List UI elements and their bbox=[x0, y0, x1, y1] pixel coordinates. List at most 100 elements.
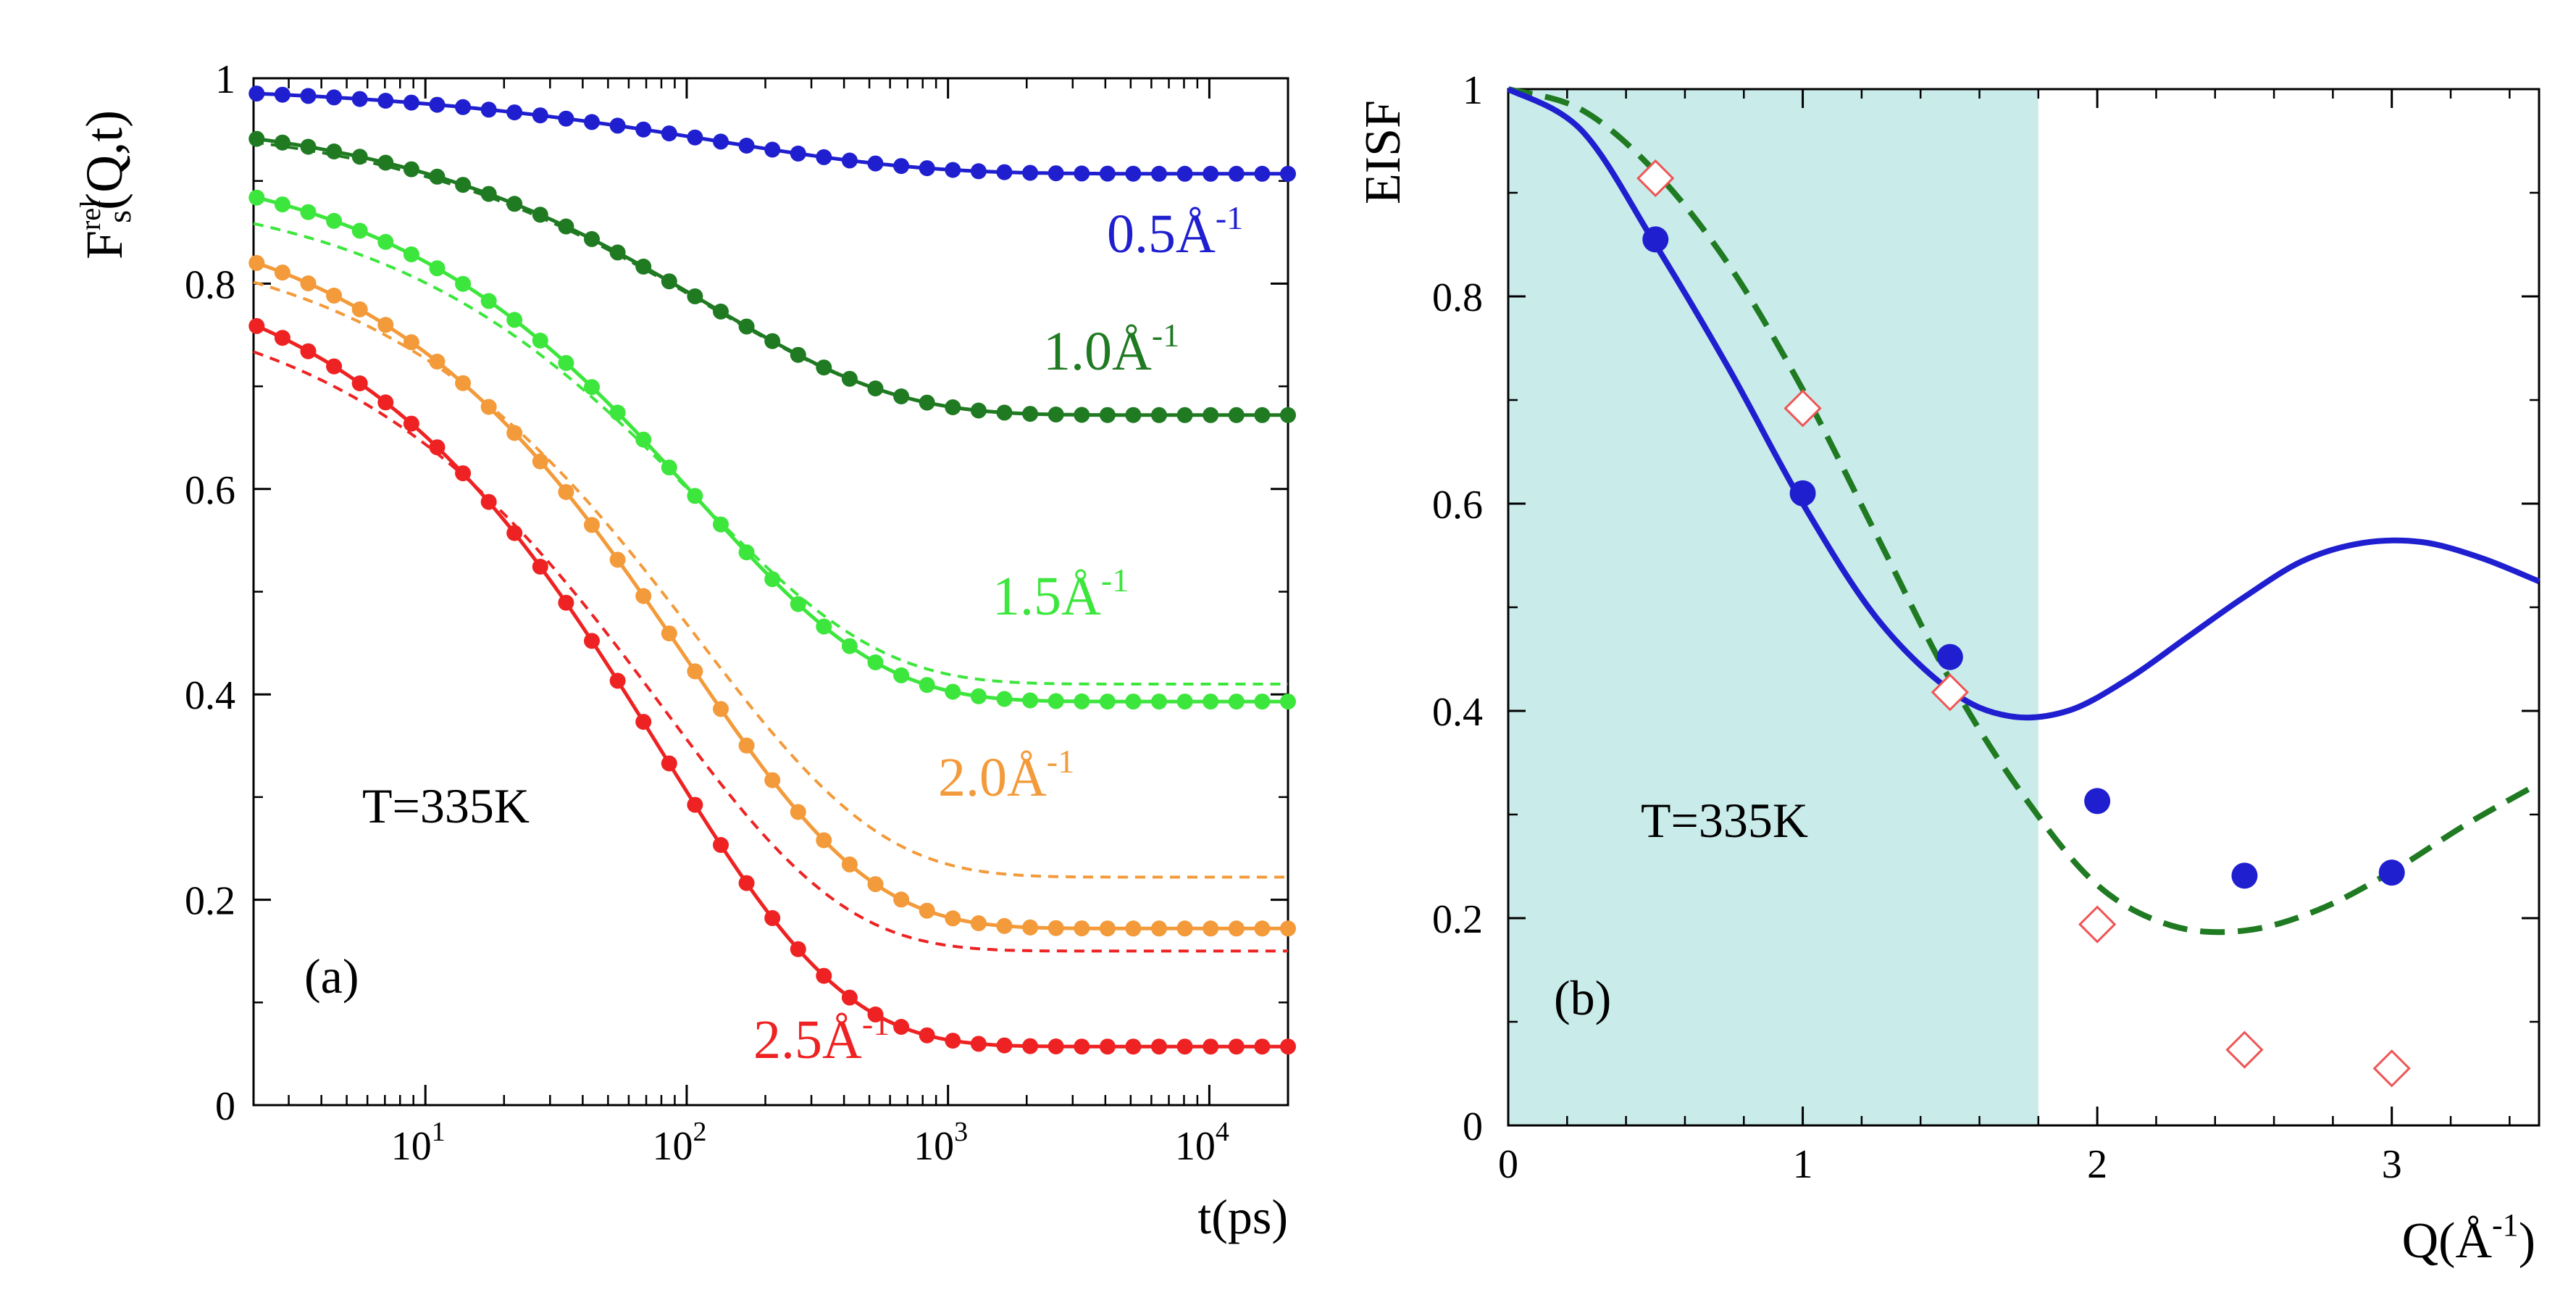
data-point bbox=[687, 129, 703, 146]
data-point bbox=[996, 917, 1013, 934]
data-point bbox=[867, 380, 884, 396]
data-point bbox=[1254, 407, 1271, 423]
data-point bbox=[919, 1027, 935, 1044]
data-point bbox=[1228, 1038, 1245, 1055]
data-point bbox=[841, 989, 858, 1006]
data-point bbox=[480, 101, 497, 118]
data-point bbox=[841, 370, 858, 387]
data-point bbox=[274, 86, 290, 103]
data-point bbox=[558, 594, 574, 611]
data-point bbox=[919, 394, 935, 411]
data-point bbox=[1280, 694, 1296, 710]
data-point bbox=[816, 832, 832, 849]
data-point bbox=[919, 902, 935, 919]
dashed-curve-3 bbox=[253, 280, 1288, 879]
data-point bbox=[1151, 920, 1167, 937]
panel-label: (a) bbox=[304, 949, 359, 1004]
data-point bbox=[480, 399, 497, 415]
data-point bbox=[1022, 919, 1039, 936]
y-tick-label: 0.2 bbox=[1432, 897, 1483, 942]
y-tick-label: 0.4 bbox=[185, 673, 235, 718]
y-tick-label: 1 bbox=[1463, 68, 1483, 113]
panel-b: 0 0.2 0.4 0.6 0.8 1 0 1 2 3 T=335K (b) Q(Å-1) EISF bbox=[1355, 68, 2541, 1269]
data-point bbox=[1099, 920, 1116, 937]
data-point bbox=[1203, 694, 1219, 710]
x-tick-label: 1 bbox=[1793, 1142, 1813, 1187]
series-label: 2.0Å-1 bbox=[938, 743, 1074, 808]
data-point bbox=[300, 88, 317, 104]
data-point bbox=[1203, 1038, 1219, 1055]
filled-circle-point bbox=[2084, 788, 2111, 815]
data-point bbox=[429, 96, 446, 113]
data-point bbox=[532, 107, 548, 124]
data-point bbox=[996, 404, 1013, 421]
data-point bbox=[1125, 165, 1142, 182]
filled-circle-point bbox=[1642, 226, 1669, 253]
data-point bbox=[867, 1006, 884, 1023]
open-diamond-point bbox=[2372, 1049, 2411, 1088]
y-tick-label: 0.6 bbox=[185, 468, 235, 513]
data-point bbox=[661, 125, 677, 142]
data-point bbox=[455, 99, 472, 115]
data-point bbox=[1176, 920, 1193, 937]
data-point bbox=[1254, 1038, 1271, 1055]
data-point bbox=[790, 941, 806, 957]
data-point bbox=[1254, 165, 1271, 182]
data-point bbox=[1176, 165, 1193, 182]
data-point bbox=[480, 186, 497, 202]
data-point bbox=[713, 701, 729, 717]
data-point bbox=[506, 525, 523, 541]
data-point bbox=[1074, 693, 1090, 709]
data-point bbox=[532, 333, 548, 349]
data-point bbox=[635, 121, 652, 138]
data-point bbox=[841, 152, 858, 169]
data-point bbox=[738, 737, 755, 754]
data-point bbox=[764, 571, 781, 588]
data-point bbox=[274, 196, 290, 213]
data-point bbox=[661, 625, 677, 642]
series-label: 1.5Å-1 bbox=[992, 562, 1129, 627]
x-tick-label: 2 bbox=[2087, 1142, 2107, 1187]
data-point bbox=[945, 162, 961, 178]
data-point bbox=[480, 293, 497, 309]
filled-circle-point bbox=[1789, 480, 1816, 507]
data-point bbox=[1228, 165, 1245, 182]
data-point bbox=[274, 330, 290, 346]
data-point bbox=[300, 275, 317, 291]
data-point bbox=[1228, 920, 1245, 937]
data-point bbox=[687, 488, 703, 504]
data-point bbox=[816, 967, 832, 984]
data-point bbox=[738, 544, 755, 561]
data-point bbox=[893, 1019, 910, 1035]
x-tick-label: 3 bbox=[2382, 1142, 2402, 1187]
data-point bbox=[429, 168, 446, 185]
y-tick-label: 0 bbox=[1463, 1104, 1483, 1149]
data-point bbox=[403, 161, 419, 178]
data-point bbox=[1176, 1038, 1193, 1055]
data-point bbox=[558, 484, 574, 500]
data-point bbox=[713, 133, 729, 150]
y-tick-label: 0.4 bbox=[1432, 690, 1483, 735]
solid-fit-curve bbox=[1507, 86, 2541, 721]
data-point bbox=[764, 909, 781, 926]
data-point bbox=[893, 158, 910, 175]
data-point bbox=[661, 273, 677, 290]
open-diamond-point bbox=[2078, 905, 2117, 944]
temperature-annotation: T=335K bbox=[362, 778, 530, 833]
data-point bbox=[893, 388, 910, 404]
data-point bbox=[351, 301, 368, 317]
data-point bbox=[970, 915, 987, 931]
data-point bbox=[764, 141, 781, 158]
data-point bbox=[584, 114, 600, 130]
data-point bbox=[584, 633, 600, 649]
data-point bbox=[1228, 694, 1245, 710]
data-point bbox=[945, 683, 961, 700]
data-point bbox=[867, 876, 884, 893]
data-point bbox=[1254, 920, 1271, 937]
data-point bbox=[738, 318, 755, 335]
data-point bbox=[403, 94, 419, 111]
data-point bbox=[326, 212, 343, 229]
data-point bbox=[713, 516, 729, 533]
data-point bbox=[1176, 694, 1193, 710]
data-point bbox=[326, 287, 343, 304]
